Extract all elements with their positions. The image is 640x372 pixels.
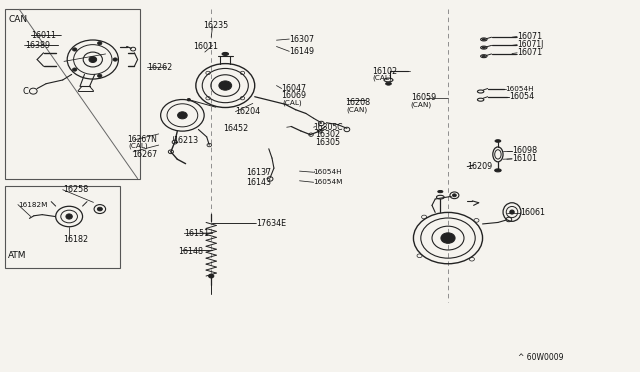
Text: 16208: 16208 <box>346 98 371 107</box>
Text: 16452: 16452 <box>223 124 248 133</box>
Ellipse shape <box>438 190 443 193</box>
Text: (CAL): (CAL) <box>372 75 392 81</box>
Text: 16148: 16148 <box>179 247 204 256</box>
Ellipse shape <box>66 214 72 219</box>
Text: 16054H: 16054H <box>506 86 534 92</box>
Text: 16204: 16204 <box>236 107 260 116</box>
Ellipse shape <box>72 48 77 51</box>
Text: 16267: 16267 <box>132 150 157 159</box>
Ellipse shape <box>483 55 486 57</box>
Ellipse shape <box>113 58 118 61</box>
Ellipse shape <box>97 74 102 77</box>
Text: ATM: ATM <box>8 251 27 260</box>
Text: (CAL): (CAL) <box>282 99 302 106</box>
Text: 16054M: 16054M <box>314 179 343 185</box>
Text: 16071: 16071 <box>517 32 542 41</box>
Ellipse shape <box>97 207 102 211</box>
Ellipse shape <box>222 52 228 55</box>
Text: 16054H: 16054H <box>314 169 342 175</box>
Text: 16071: 16071 <box>517 48 542 57</box>
Text: 16047: 16047 <box>282 84 307 93</box>
Ellipse shape <box>483 39 486 40</box>
Text: 16137: 16137 <box>246 168 271 177</box>
Ellipse shape <box>441 233 455 243</box>
Text: 16305C: 16305C <box>314 123 343 132</box>
Text: 16182M: 16182M <box>18 202 47 208</box>
Text: 16182: 16182 <box>63 235 88 244</box>
Ellipse shape <box>177 112 187 119</box>
Text: 16307: 16307 <box>289 35 314 44</box>
Text: 16302: 16302 <box>316 130 340 139</box>
Text: 16069: 16069 <box>282 92 307 100</box>
Ellipse shape <box>445 236 451 240</box>
Text: 16262: 16262 <box>147 63 172 72</box>
Text: ^ 60W0009: ^ 60W0009 <box>518 353 564 362</box>
Text: 16098: 16098 <box>512 146 537 155</box>
Text: (CAN): (CAN) <box>346 106 367 113</box>
Text: 16235: 16235 <box>204 21 228 30</box>
Ellipse shape <box>495 140 501 142</box>
Text: CAN: CAN <box>8 15 28 24</box>
Text: 16305: 16305 <box>316 138 340 147</box>
Ellipse shape <box>89 57 97 62</box>
Ellipse shape <box>509 210 515 214</box>
Text: (CAL): (CAL) <box>128 142 148 149</box>
Text: 16071J: 16071J <box>517 40 543 49</box>
Text: 16059: 16059 <box>411 93 436 102</box>
Ellipse shape <box>452 194 456 197</box>
Text: 16011: 16011 <box>193 42 218 51</box>
Ellipse shape <box>180 114 184 116</box>
Text: 16149: 16149 <box>289 47 314 56</box>
Text: 16011: 16011 <box>31 31 56 40</box>
Text: 16267N: 16267N <box>127 135 157 144</box>
Text: 16143: 16143 <box>246 178 271 187</box>
Text: 16213: 16213 <box>173 136 198 145</box>
Text: 16389: 16389 <box>26 41 51 50</box>
Ellipse shape <box>495 169 501 172</box>
Bar <box>5 9 140 179</box>
Ellipse shape <box>97 42 102 45</box>
Ellipse shape <box>187 98 191 101</box>
Ellipse shape <box>483 47 486 48</box>
Text: 17634E: 17634E <box>256 219 286 228</box>
Ellipse shape <box>72 68 77 71</box>
Text: 16102: 16102 <box>372 67 397 76</box>
Ellipse shape <box>209 274 214 278</box>
Text: C: C <box>22 87 28 96</box>
Bar <box>5 186 120 268</box>
Text: 16101: 16101 <box>512 154 537 163</box>
Text: 16054: 16054 <box>509 92 534 101</box>
Text: 16209: 16209 <box>467 162 492 171</box>
Text: 16061: 16061 <box>520 208 545 217</box>
Text: 16151: 16151 <box>184 229 209 238</box>
Text: (CAN): (CAN) <box>410 102 431 108</box>
Ellipse shape <box>223 84 228 87</box>
Ellipse shape <box>219 81 232 90</box>
Ellipse shape <box>385 82 392 85</box>
Text: 16258: 16258 <box>63 185 88 194</box>
